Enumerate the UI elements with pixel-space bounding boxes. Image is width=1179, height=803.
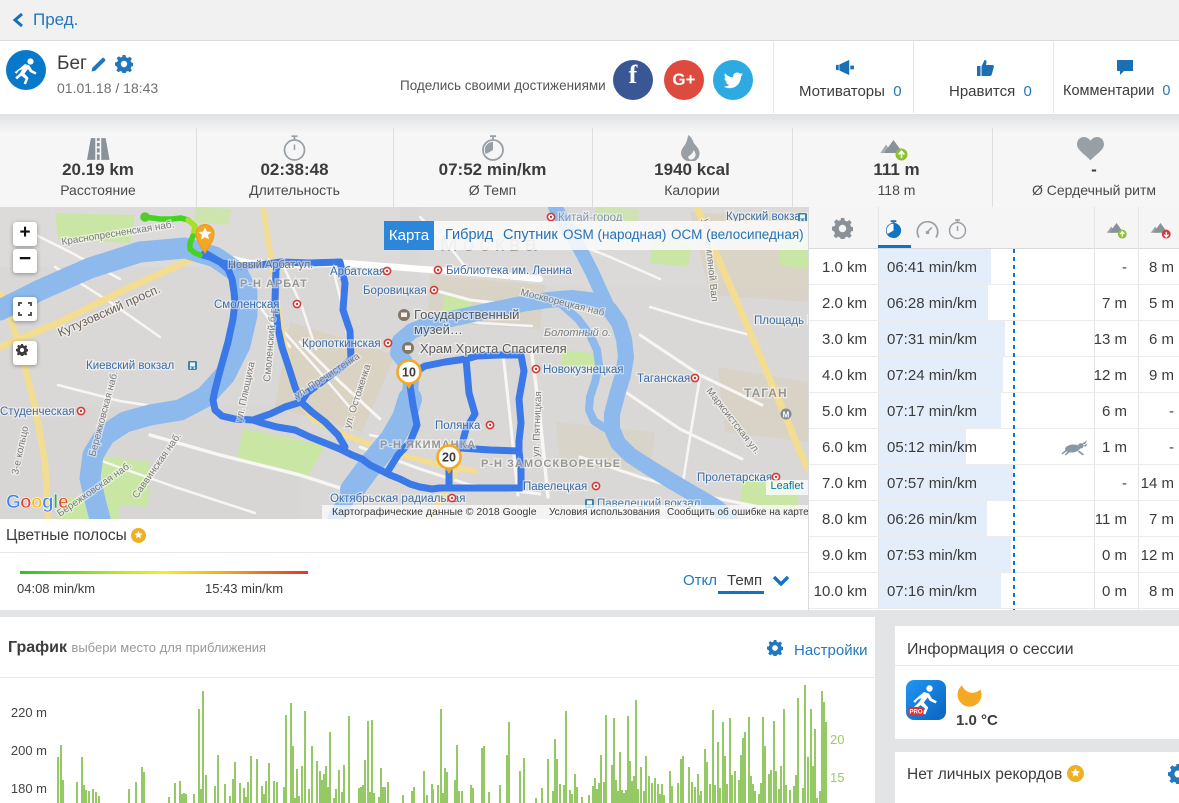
svg-text:10: 10 — [402, 366, 416, 380]
svg-text:Киевский вокзал: Киевский вокзал — [86, 360, 174, 372]
svg-text:Смоленская: Смоленская — [214, 299, 279, 311]
svg-text:o: o — [20, 492, 32, 513]
svg-text:Боровицкая: Боровицкая — [363, 285, 427, 297]
svg-text:o: o — [31, 492, 43, 513]
svg-text:музей…: музей… — [414, 322, 463, 337]
svg-text:Кропоткинская: Кропоткинская — [302, 338, 381, 350]
svg-text:Новокузнецкая: Новокузнецкая — [543, 364, 624, 376]
svg-text:Кропоткинская: Кропоткинская — [302, 338, 381, 350]
svg-text:Павелецкая: Павелецкая — [523, 481, 587, 493]
svg-text:Храм Христа Спасителя: Храм Христа Спасителя — [420, 341, 567, 356]
svg-text:Болотный о.: Болотный о. — [544, 327, 611, 339]
svg-text:Новый Арбат ул.: Новый Арбат ул. — [228, 259, 313, 271]
svg-text:ТАГАН: ТАГАН — [744, 386, 788, 400]
svg-text:Р-Н ЗАМОСКВОРЕЧЬЕ: Р-Н ЗАМОСКВОРЕЧЬЕ — [481, 458, 621, 470]
svg-text:М: М — [783, 411, 790, 420]
svg-text:G: G — [6, 492, 21, 513]
svg-text:ТАГАН: ТАГАН — [744, 386, 788, 400]
svg-text:Р-Н ЗАМОСКВОРЕЧЬЕ: Р-Н ЗАМОСКВОРЕЧЬЕ — [481, 458, 621, 470]
svg-text:Октябрьская радиальная: Октябрьская радиальная — [330, 493, 465, 505]
svg-text:Полянка: Полянка — [435, 420, 481, 432]
svg-text:Смоленский б-р: Смоленский б-р — [261, 307, 279, 383]
svg-text:Студенческая: Студенческая — [0, 406, 75, 418]
svg-text:Саввинская наб.: Саввинская наб. — [130, 430, 184, 500]
svg-text:Р-Н АРБАТ: Р-Н АРБАТ — [240, 278, 308, 290]
svg-text:Государственный: Государственный — [414, 307, 519, 322]
svg-text:g: g — [42, 492, 54, 513]
svg-text:Краснопресненская наб.: Краснопресненская наб. — [61, 218, 176, 248]
svg-text:Октябрьская радиальная: Октябрьская радиальная — [330, 493, 465, 505]
svg-text:3-е кольцо: 3-е кольцо — [10, 425, 31, 476]
svg-text:Бережковская наб.: Бережковская наб. — [86, 370, 120, 458]
svg-text:Таганская: Таганская — [637, 373, 690, 385]
svg-text:Студенческая: Студенческая — [0, 406, 75, 418]
svg-text:Москворецкая наб: Москворецкая наб — [519, 286, 606, 319]
svg-text:20: 20 — [442, 451, 456, 465]
svg-text:Полянка: Полянка — [435, 420, 481, 432]
svg-text:Площадь И: Площадь И — [754, 315, 808, 327]
svg-text:Павелецкая: Павелецкая — [523, 481, 587, 493]
svg-text:Арбатская: Арбатская — [330, 266, 385, 278]
svg-text:музей…: музей… — [414, 322, 463, 337]
svg-text:Смоленская: Смоленская — [214, 299, 279, 311]
svg-text:Государственный: Государственный — [414, 307, 519, 322]
svg-text:Курский вокзал: Курский вокзал — [726, 211, 807, 223]
svg-text:Р-Н АРБАТ: Р-Н АРБАТ — [240, 278, 308, 290]
svg-text:Кутузовский просп.: Кутузовский просп. — [56, 282, 163, 340]
svg-text:Болотный о.: Болотный о. — [544, 327, 611, 339]
svg-text:ул. Пятницкая: ул. Пятницкая — [531, 391, 544, 457]
svg-text:Новокузнецкая: Новокузнецкая — [543, 364, 624, 376]
svg-text:e: e — [58, 492, 69, 513]
svg-text:Р-Н ЯКИМАНКА: Р-Н ЯКИМАНКА — [380, 439, 476, 451]
svg-text:Новый Арбат ул.: Новый Арбат ул. — [228, 259, 313, 271]
svg-text:Библиотека им. Ленина: Библиотека им. Ленина — [446, 265, 573, 277]
svg-text:Таганская: Таганская — [637, 373, 690, 385]
svg-text:Пролетарская: Пролетарская — [697, 472, 772, 484]
svg-text:Курский вокзал: Курский вокзал — [726, 211, 807, 223]
svg-text:ул. Плющиха: ул. Плющиха — [234, 360, 258, 422]
svg-text:Площадь И: Площадь И — [754, 315, 808, 327]
svg-text:Боровицкая: Боровицкая — [363, 285, 427, 297]
svg-text:l: l — [53, 492, 58, 513]
svg-text:Арбатская: Арбатская — [330, 266, 385, 278]
svg-text:Пролетарская: Пролетарская — [697, 472, 772, 484]
svg-text:PRO: PRO — [909, 710, 922, 716]
svg-text:Храм Христа Спасителя: Храм Христа Спасителя — [420, 341, 567, 356]
svg-text:ул. Остоженка: ул. Остоженка — [342, 363, 373, 430]
svg-text:ул. Пятницкая: ул. Пятницкая — [531, 391, 544, 457]
svg-text:Библиотека им. Ленина: Библиотека им. Ленина — [446, 265, 573, 277]
svg-text:Киевский вокзал: Киевский вокзал — [86, 360, 174, 372]
